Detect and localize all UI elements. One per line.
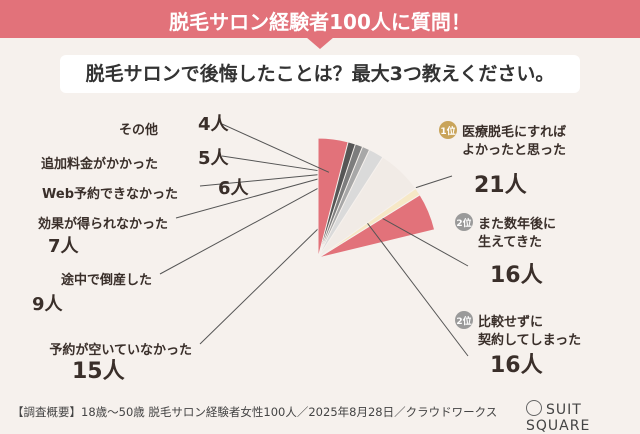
slice-value-6: 7人 [48, 236, 80, 257]
slice-label-7: Web予約できなかった [42, 186, 178, 202]
leader-line-3 [349, 200, 469, 357]
slice-label-6: 効果が得られなかった [38, 216, 168, 232]
slice-label-1: よかったと思った [462, 143, 566, 158]
rank-badge-label: 2位 [456, 217, 471, 229]
leader-line-7 [199, 172, 335, 187]
slice-label-3: 比較せずに [478, 314, 543, 330]
slice-value-4: 15人 [72, 359, 125, 384]
slice-value-9: 4人 [198, 114, 230, 135]
slice-label-4: 予約が空いていなかった [49, 342, 192, 358]
slice-label-2: 生えてきた [478, 234, 542, 250]
slice-value-1: 21人 [474, 173, 527, 198]
question-text: 脱毛サロンで後悔したことは？最大3つ教えください。 [60, 55, 580, 93]
slice-value-8: 5人 [198, 148, 230, 169]
rank-badge-icon [455, 311, 473, 329]
slice-label-1: 医療脱毛にすれば [462, 124, 566, 140]
leader-line-6 [175, 173, 338, 219]
leader-line-9 [221, 123, 330, 173]
rank-badge-label: 2位 [456, 315, 471, 327]
slice-label-8: 追加料金がかかった [41, 156, 158, 172]
header-banner: 脱毛サロン経験者100人に質問！ [0, 0, 640, 38]
slice-value-5: 9人 [32, 294, 64, 315]
survey-note: 【調査概要】18歳～50歳 脱毛サロン経験者女性100人／2025年8月28日／… [12, 405, 498, 419]
leader-line-8 [221, 155, 332, 174]
slice-label-2: また数年後に [478, 216, 556, 232]
slice-label-5: 途中で倒産した [61, 272, 152, 288]
slice-value-3: 16人 [490, 353, 543, 378]
rank-badge-icon [439, 121, 457, 139]
slice-label-9: その他 [119, 122, 158, 138]
logo-icon [526, 400, 542, 416]
rank-badge-icon [455, 213, 473, 231]
leader-line-5 [159, 174, 343, 275]
pie-slice-9 [317, 137, 349, 259]
brand-logo: SUIT SQUARE [526, 400, 640, 434]
slice-value-7: 6人 [218, 178, 250, 199]
rank-badge-label: 1位 [440, 125, 455, 137]
banner-pointer [306, 37, 334, 49]
slice-value-2: 16人 [490, 263, 543, 288]
banner-title: 脱毛サロン経験者100人に質問！ [169, 10, 471, 34]
slice-label-3: 契約してしまった [477, 332, 581, 348]
